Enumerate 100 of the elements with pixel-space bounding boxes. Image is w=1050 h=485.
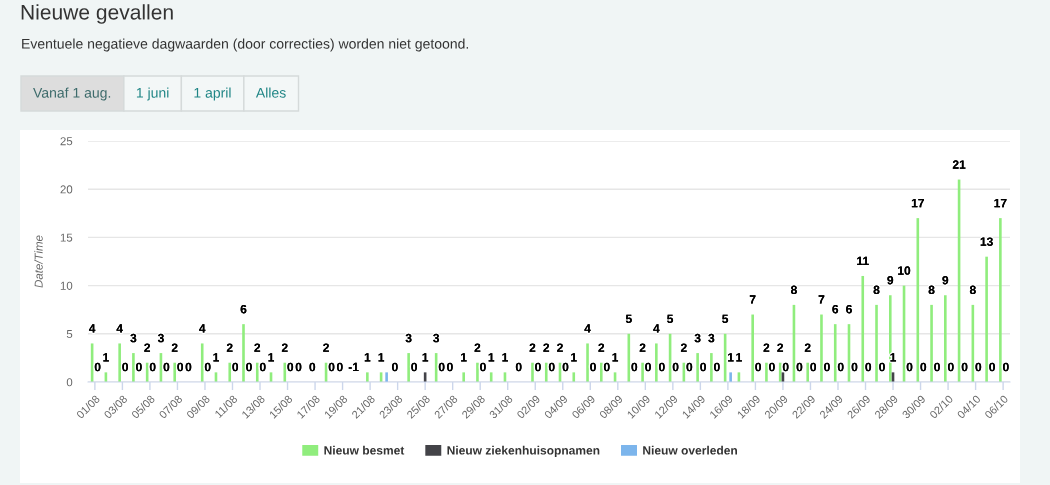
data-label: 7: [818, 295, 825, 304]
data-label: 1: [103, 353, 109, 362]
data-label: 0: [185, 362, 192, 372]
data-label: 3: [433, 333, 440, 343]
data-label: 1: [571, 353, 577, 362]
data-label: 1: [612, 353, 619, 362]
bar: [985, 256, 988, 382]
data-label: 8: [790, 285, 797, 295]
bar: [930, 304, 933, 382]
bar: [729, 372, 732, 382]
chart-subtitle: Eventuele negatieve dagwaarden (door correcties) worden niet getoond.: [22, 38, 469, 52]
data-label: 1: [213, 353, 219, 362]
data-label: 0: [672, 362, 679, 372]
data-label: 1: [890, 353, 897, 362]
data-label: 1: [488, 353, 495, 362]
data-label: 0: [515, 362, 522, 372]
data-label: 0: [336, 362, 343, 372]
data-label: 2: [763, 343, 770, 352]
data-label: 0: [975, 362, 982, 372]
data-label: 5: [667, 314, 674, 324]
bar: [228, 362, 232, 382]
data-label: 4: [584, 324, 591, 333]
data-label: 0: [295, 362, 302, 372]
data-label: 0: [94, 362, 101, 372]
bar: [366, 372, 369, 382]
bar: [544, 362, 548, 382]
data-label: 0: [438, 362, 445, 372]
data-label: 0: [287, 362, 294, 372]
text: Vanaf 1 aug.: [33, 87, 111, 101]
data-label: 1: [268, 353, 275, 362]
bar: [531, 362, 534, 382]
data-label: 3: [708, 333, 715, 343]
data-label: 4: [116, 324, 123, 333]
data-label: 6: [240, 304, 247, 314]
bar: [696, 353, 699, 382]
data-label: 17: [911, 198, 924, 208]
data-label: 0: [810, 362, 817, 372]
data-label: 5: [625, 314, 632, 324]
y-tick-label: 10: [60, 281, 73, 290]
bar: [710, 353, 713, 382]
data-label: 1: [378, 353, 385, 362]
data-label: 0: [177, 362, 184, 372]
bar: [806, 362, 810, 382]
data-label: 13: [980, 237, 993, 246]
data-label: 0: [906, 362, 913, 372]
data-label: 0: [392, 362, 398, 372]
data-label: 0: [603, 362, 610, 372]
data-label: 9: [887, 275, 894, 285]
bar: [489, 372, 493, 382]
data-label: 6: [846, 304, 852, 314]
bar: [875, 304, 878, 382]
data-label: 6: [832, 304, 839, 314]
bar: [641, 362, 644, 382]
bar: [132, 353, 135, 382]
bar: [586, 343, 589, 382]
data-label: 0: [782, 362, 789, 372]
text: 1 april: [194, 87, 231, 101]
data-label: 2: [323, 343, 329, 352]
data-label: 2: [777, 343, 784, 352]
data-label: 2: [474, 343, 481, 352]
bar: [283, 362, 287, 382]
legend-label: Nieuw besmet: [324, 445, 405, 455]
bar: [916, 218, 920, 382]
data-label: 0: [989, 362, 995, 372]
data-label: 8: [928, 285, 935, 295]
bar: [242, 324, 245, 382]
data-label: 0: [755, 362, 762, 372]
data-label: 0: [865, 362, 872, 372]
data-label: 0: [700, 362, 706, 372]
data-label: 0: [232, 362, 239, 372]
data-label: 10: [898, 266, 911, 275]
data-label: 1: [728, 353, 734, 362]
data-label: 8: [969, 285, 976, 295]
legend-label: Nieuw ziekenhuisopnamen: [447, 445, 600, 457]
data-label: 2: [171, 343, 178, 352]
bar: [655, 343, 658, 382]
data-label: 0: [204, 362, 211, 372]
bar: [255, 362, 259, 382]
data-label: 0: [920, 362, 927, 372]
data-label: 3: [405, 333, 412, 343]
data-label: 2: [543, 343, 550, 352]
data-label: 5: [722, 314, 729, 324]
data-label: 0: [934, 362, 940, 372]
data-label: 2: [226, 343, 233, 352]
bar: [476, 362, 479, 382]
data-label: 0: [796, 362, 803, 372]
text: 1 juni: [136, 87, 169, 101]
data-label: 2: [529, 343, 536, 352]
data-label: 11: [857, 256, 869, 266]
data-label: 0: [149, 362, 156, 372]
data-label: 17: [994, 198, 1007, 208]
bar: [200, 343, 204, 382]
bar: [944, 295, 947, 382]
bar: [173, 362, 176, 382]
bar: [765, 362, 768, 382]
y-tick-label: 25: [60, 137, 73, 146]
bar: [462, 372, 465, 382]
data-label: 2: [254, 343, 261, 352]
data-label: 0: [590, 362, 596, 372]
chart-title: Nieuwe gevallen: [21, 4, 173, 24]
